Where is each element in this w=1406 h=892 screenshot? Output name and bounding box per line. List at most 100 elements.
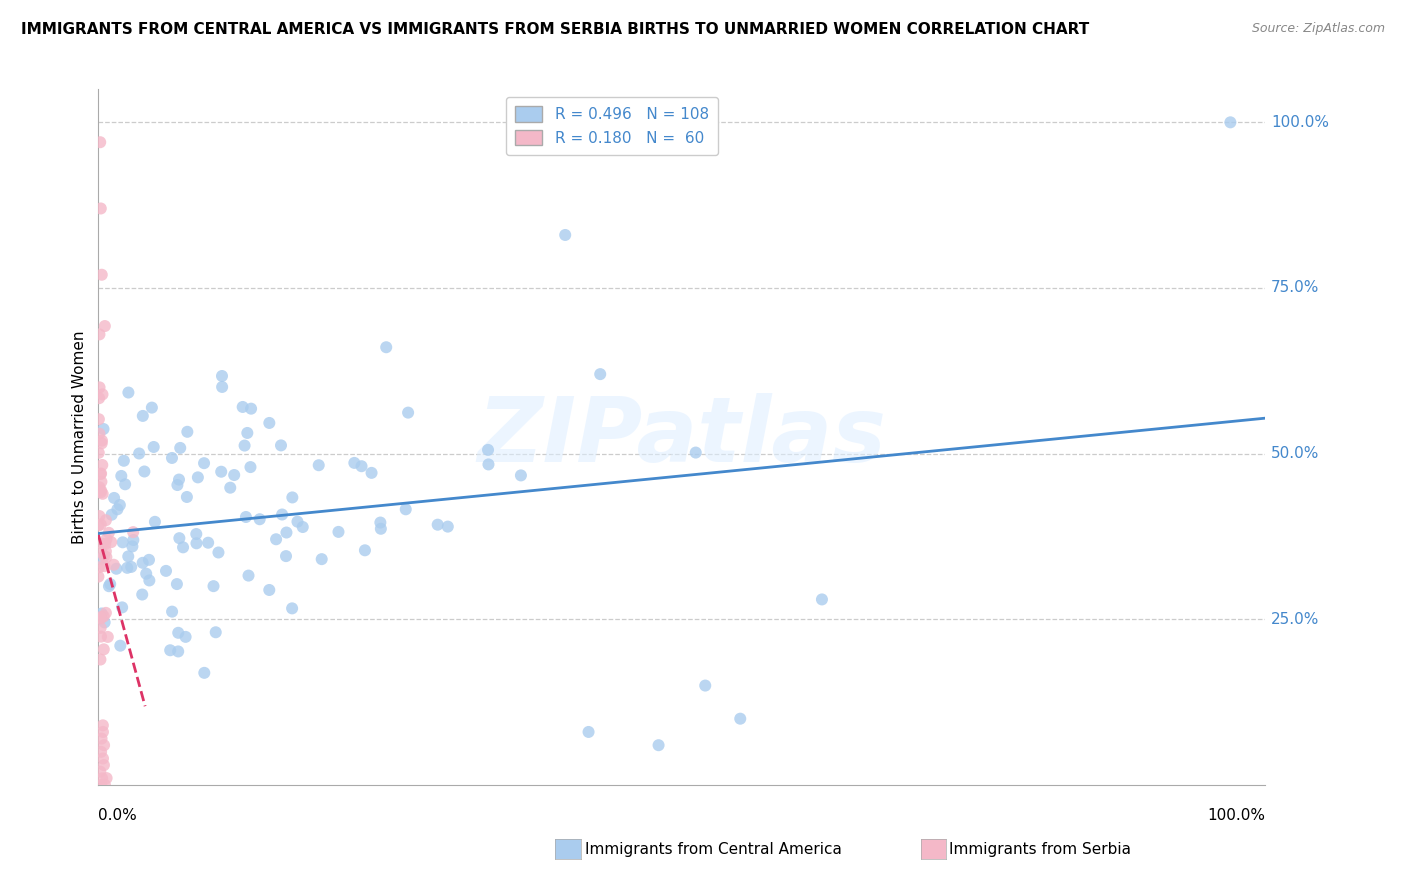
Point bbox=[308, 458, 330, 473]
Point bbox=[281, 491, 304, 505]
Point bbox=[90, 467, 112, 481]
Point bbox=[370, 522, 392, 536]
Point bbox=[259, 416, 281, 430]
Point bbox=[176, 425, 198, 439]
Point bbox=[107, 502, 129, 516]
Point bbox=[370, 516, 392, 530]
Point bbox=[117, 561, 139, 575]
Text: Source: ZipAtlas.com: Source: ZipAtlas.com bbox=[1251, 22, 1385, 36]
Point bbox=[209, 465, 232, 479]
Point bbox=[87, 569, 110, 583]
Point bbox=[98, 577, 121, 591]
Point bbox=[90, 517, 112, 532]
Point bbox=[121, 540, 143, 554]
Point bbox=[112, 454, 135, 468]
Point bbox=[211, 380, 233, 394]
Point bbox=[103, 558, 125, 572]
Text: 75.0%: 75.0% bbox=[1271, 280, 1320, 295]
Point bbox=[131, 588, 153, 602]
Point bbox=[186, 536, 208, 550]
Point bbox=[172, 541, 194, 555]
Point bbox=[90, 745, 112, 759]
Point bbox=[281, 601, 304, 615]
Point bbox=[110, 469, 132, 483]
Point bbox=[232, 400, 254, 414]
Point bbox=[105, 562, 128, 576]
Point bbox=[91, 725, 114, 739]
Point bbox=[97, 579, 120, 593]
Point bbox=[354, 543, 377, 558]
Point bbox=[695, 679, 717, 693]
Point bbox=[93, 758, 115, 772]
Point bbox=[90, 731, 112, 746]
Text: 100.0%: 100.0% bbox=[1271, 115, 1329, 130]
Point bbox=[96, 771, 118, 785]
Point bbox=[122, 525, 145, 540]
Point bbox=[239, 460, 262, 475]
Point bbox=[509, 468, 531, 483]
Point bbox=[477, 458, 499, 472]
Point bbox=[207, 545, 229, 559]
Point bbox=[685, 445, 707, 459]
Point bbox=[108, 498, 131, 512]
Point bbox=[91, 487, 114, 501]
Point bbox=[193, 665, 215, 680]
Point bbox=[91, 718, 114, 732]
Point bbox=[94, 544, 117, 558]
Point bbox=[311, 552, 333, 566]
Point bbox=[396, 406, 419, 420]
Point bbox=[141, 401, 163, 415]
Point bbox=[159, 643, 181, 657]
Point bbox=[89, 426, 111, 441]
Point bbox=[87, 391, 110, 405]
Text: 25.0%: 25.0% bbox=[1271, 612, 1320, 627]
Text: IMMIGRANTS FROM CENTRAL AMERICA VS IMMIGRANTS FROM SERBIA BIRTHS TO UNMARRIED WO: IMMIGRANTS FROM CENTRAL AMERICA VS IMMIG… bbox=[21, 22, 1090, 37]
Point bbox=[360, 466, 382, 480]
Point bbox=[91, 537, 114, 551]
Point bbox=[235, 510, 257, 524]
Legend: R = 0.496   N = 108, R = 0.180   N =  60: R = 0.496 N = 108, R = 0.180 N = 60 bbox=[506, 97, 718, 155]
Point bbox=[90, 268, 112, 282]
Point bbox=[91, 434, 114, 448]
Point bbox=[111, 600, 134, 615]
Point bbox=[87, 412, 110, 426]
Point bbox=[202, 579, 225, 593]
Point bbox=[90, 621, 112, 635]
Point bbox=[90, 475, 112, 489]
Point bbox=[167, 473, 190, 487]
Point bbox=[93, 549, 115, 564]
Point bbox=[89, 380, 111, 394]
Point bbox=[730, 712, 752, 726]
Point bbox=[224, 468, 246, 483]
Point bbox=[90, 551, 112, 566]
Point bbox=[131, 556, 153, 570]
Text: 50.0%: 50.0% bbox=[1271, 446, 1320, 461]
Y-axis label: Births to Unmarried Women: Births to Unmarried Women bbox=[72, 330, 87, 544]
Point bbox=[169, 531, 191, 545]
Point bbox=[90, 630, 112, 644]
Text: Immigrants from Central America: Immigrants from Central America bbox=[585, 842, 842, 856]
Point bbox=[167, 644, 190, 658]
Point bbox=[110, 639, 132, 653]
Point bbox=[197, 535, 219, 549]
Point bbox=[90, 436, 112, 450]
Point bbox=[589, 367, 612, 381]
Text: 100.0%: 100.0% bbox=[1208, 808, 1265, 823]
Point bbox=[155, 564, 177, 578]
Point bbox=[238, 568, 260, 582]
Point bbox=[264, 533, 287, 547]
Point bbox=[134, 465, 156, 479]
Point bbox=[114, 477, 136, 491]
Point bbox=[90, 467, 112, 481]
Point bbox=[166, 577, 188, 591]
Point bbox=[96, 550, 118, 565]
Point bbox=[270, 438, 292, 452]
Point bbox=[236, 425, 259, 440]
Point bbox=[143, 515, 166, 529]
Point bbox=[219, 481, 242, 495]
Point bbox=[240, 401, 263, 416]
Point bbox=[120, 560, 142, 574]
Point bbox=[89, 480, 111, 494]
Point bbox=[94, 537, 117, 551]
Point bbox=[90, 202, 112, 216]
